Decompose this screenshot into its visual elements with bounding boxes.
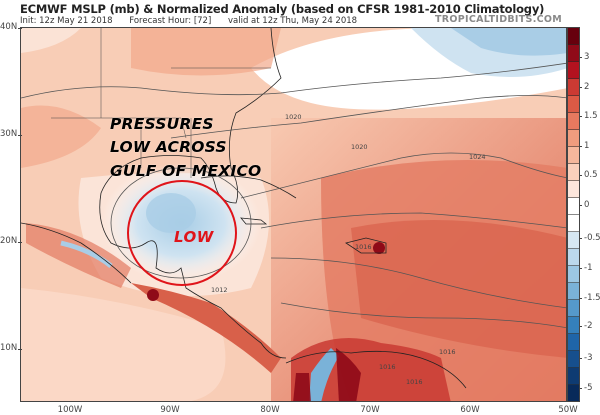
annotation-line-3: GULF OF MEXICO — [110, 162, 262, 180]
colorbar-segment — [568, 351, 579, 368]
colorbar-segment — [568, 266, 579, 283]
lat-tick-10n: 10N — [0, 343, 22, 353]
annotation-line-2: LOW ACROSS — [110, 138, 227, 156]
isobar-label: 1012 — [211, 286, 228, 294]
isobar-label: 1016 — [439, 348, 456, 356]
lon-tick-80w: 80W — [260, 405, 280, 415]
colorbar-segment — [568, 113, 579, 130]
colorbar-segment — [568, 368, 579, 385]
colorbar-label: 3 — [578, 52, 590, 62]
colorbar-label: 1 — [578, 141, 590, 151]
colorbar-segment — [568, 62, 579, 79]
isobar-label: 1016 — [379, 363, 396, 371]
colorbar-label: 0.5 — [579, 170, 598, 180]
lat-tick-20n: 20N — [0, 236, 22, 246]
colorbar-segment — [568, 215, 579, 232]
lat-tick-40n: 40N — [0, 22, 22, 32]
colorbar-segment — [568, 283, 579, 300]
isobar-label: 1020 — [285, 113, 302, 121]
colorbar-label: 2 — [578, 82, 590, 92]
colorbar-segment — [568, 249, 579, 266]
colorbar-segment — [568, 45, 579, 62]
valid-time: valid at 12z Thu, May 24 2018 — [227, 16, 358, 26]
isobar-label: 1020 — [351, 143, 368, 151]
colorbar-label: -1.5 — [579, 293, 600, 303]
colorbar-segment — [568, 130, 579, 147]
colorbar-segment — [568, 317, 579, 334]
init-time: Init: 12z May 21 2018 — [20, 16, 113, 26]
colorbar-label: -3 — [578, 353, 593, 363]
colorbar-segment — [568, 28, 579, 45]
colorbar-segment — [568, 79, 579, 96]
anomaly-map: 1020 1020 1024 1016 1016 1016 1012 1016 — [20, 27, 567, 402]
colorbar-label: -2 — [578, 321, 593, 331]
colorbar — [567, 27, 580, 402]
lon-tick-100w: 100W — [57, 405, 83, 415]
low-label: LOW — [174, 228, 214, 246]
chart-title: ECMWF MSLP (mb) & Normalized Anomaly (ba… — [20, 2, 545, 16]
map-field — [21, 28, 566, 401]
lon-tick-50w: 50W — [558, 405, 578, 415]
colorbar-segment — [568, 232, 579, 249]
colorbar-label: -0.5 — [579, 233, 600, 243]
isobar-label: 1016 — [355, 243, 372, 251]
lon-tick-90w: 90W — [160, 405, 180, 415]
colorbar-label: 0 — [578, 200, 590, 210]
colorbar-label: -5 — [578, 383, 593, 393]
colorbar-segment — [568, 96, 579, 113]
run-info: Init: 12z May 21 2018 Forecast Hour: [72… — [20, 16, 371, 26]
colorbar-segment — [568, 181, 579, 198]
colorbar-label: 1.5 — [579, 111, 598, 121]
colorbar-segment — [568, 198, 579, 215]
isobar-label: 1024 — [469, 153, 486, 161]
isobar-label: 1016 — [406, 378, 423, 386]
colorbar-segment — [568, 147, 579, 164]
colorbar-segment — [568, 300, 579, 317]
colorbar-segment — [568, 385, 579, 401]
lat-tick-30n: 30N — [0, 129, 22, 139]
low-highlight-circle — [127, 180, 237, 286]
colorbar-segment — [568, 334, 579, 351]
lon-tick-70w: 70W — [360, 405, 380, 415]
colorbar-segment — [568, 164, 579, 181]
brand-watermark: TROPICALTIDBITS.COM — [435, 14, 562, 25]
colorbar-label: -1 — [578, 263, 593, 273]
forecast-hour: Forecast Hour: [72] — [129, 16, 212, 26]
lon-tick-60w: 60W — [460, 405, 480, 415]
annotation-line-1: PRESSURES — [110, 115, 214, 133]
